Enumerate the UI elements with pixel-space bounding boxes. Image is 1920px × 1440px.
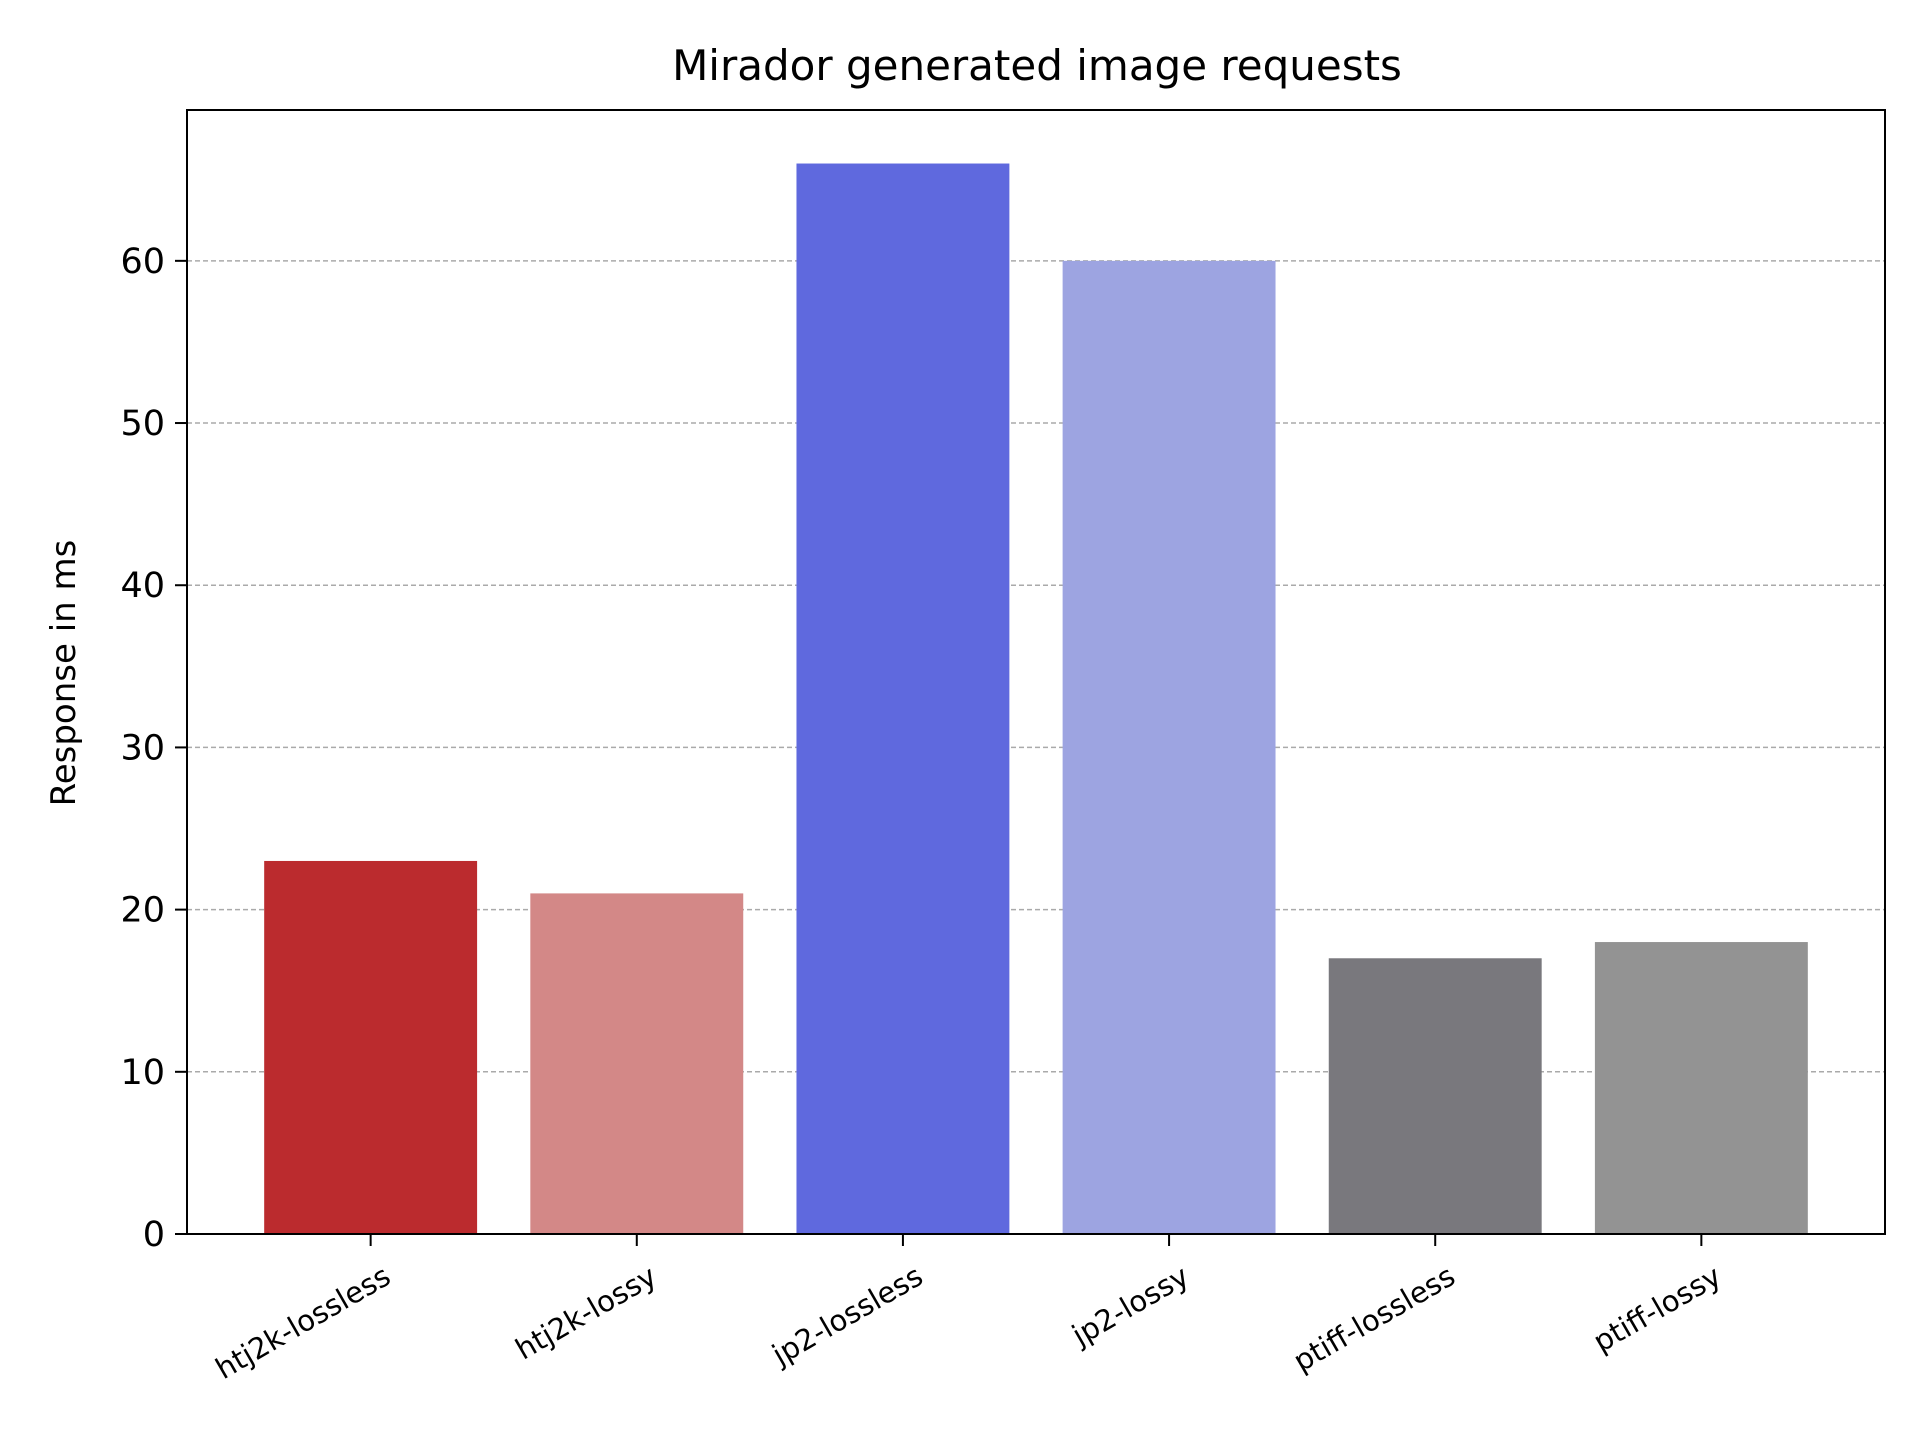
y-tick-label: 20 xyxy=(120,891,165,931)
y-tick-label: 40 xyxy=(120,566,165,606)
y-axis-label: Response in ms xyxy=(44,540,84,807)
bars xyxy=(264,163,1808,1234)
chart-title: Mirador generated image requests xyxy=(672,41,1402,90)
bar-htj2k-lossy xyxy=(530,893,744,1234)
y-tick-label: 60 xyxy=(120,242,165,282)
bar-htj2k-lossless xyxy=(264,860,478,1234)
bar-ptiff-lossy xyxy=(1594,942,1808,1234)
y-axis-ticks: 0 10 20 30 40 50 60 xyxy=(120,242,187,1255)
bar-jp2-lossless xyxy=(796,163,1010,1234)
plot-frame xyxy=(186,109,1886,1235)
y-tick-label: 0 xyxy=(143,1215,165,1255)
bar-ptiff-lossless xyxy=(1328,958,1542,1234)
y-tick-label: 10 xyxy=(120,1053,165,1093)
y-tick-label: 50 xyxy=(120,404,165,444)
y-tick-label: 30 xyxy=(120,728,165,768)
bar-jp2-lossy xyxy=(1062,260,1276,1234)
